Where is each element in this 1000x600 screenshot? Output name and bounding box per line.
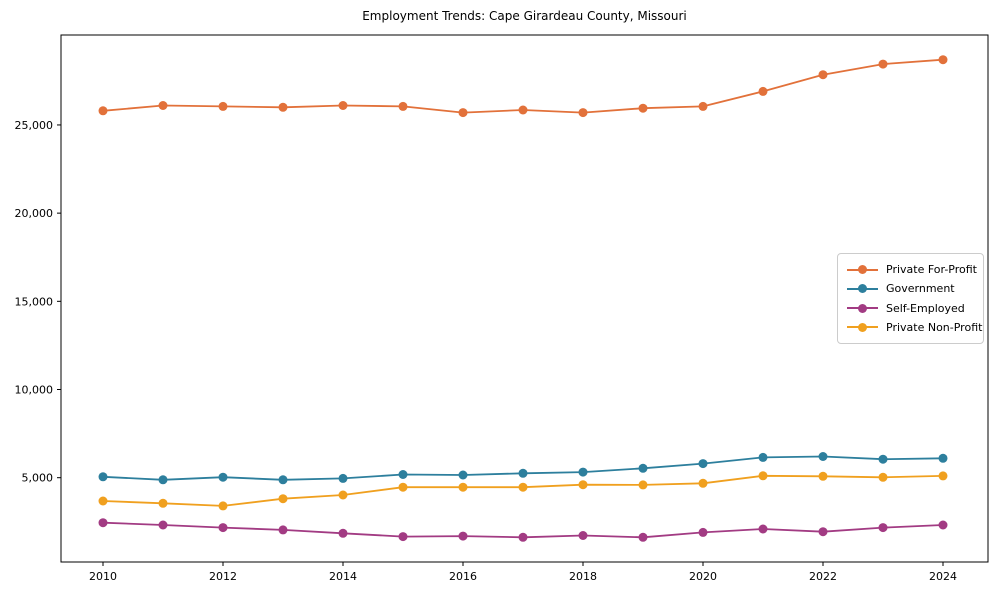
data-point [638,463,648,473]
data-point [458,108,468,118]
legend-item: Government [847,279,975,298]
data-point [278,494,288,504]
data-point [278,525,288,535]
data-point [938,471,948,481]
data-point [758,524,768,534]
data-point [698,459,708,469]
data-point [398,101,408,111]
x-tick-label: 2024 [929,570,957,583]
data-point [758,86,768,96]
x-tick-label: 2018 [569,570,597,583]
data-point [878,472,888,482]
data-point [338,101,348,110]
legend-line-marker-icon [847,283,878,294]
data-point [578,467,588,477]
data-point [98,496,108,506]
legend-label: Self-Employed [886,301,965,315]
data-point [878,59,888,69]
data-point [698,101,708,111]
data-point [158,520,168,530]
data-point [818,70,828,80]
data-point [578,108,588,118]
legend-line-marker-icon [847,264,878,275]
data-point [878,523,888,533]
data-point [158,498,168,508]
data-point [218,501,228,511]
data-point [578,531,588,540]
chart-legend: Private For-Profit Government Self-Employe… [837,253,984,344]
data-point [398,470,408,479]
data-point [638,103,648,113]
y-tick-label: 10,000 [15,384,54,397]
data-point [98,472,108,482]
data-point [518,482,528,492]
data-point [818,452,828,461]
data-point [938,520,948,530]
data-point [698,527,708,537]
legend-label: Private For-Profit [886,263,977,277]
data-point [458,531,468,541]
x-tick-label: 2012 [209,570,237,583]
plot-frame [60,34,989,563]
data-point [158,101,168,110]
data-point [98,518,108,528]
data-point [338,473,348,483]
data-point [458,470,468,480]
y-tick-label: 15,000 [15,295,54,308]
legend-item: Private For-Profit [847,260,977,279]
x-tick-label: 2022 [809,570,837,583]
data-point [938,55,948,65]
data-point [398,532,408,542]
data-point [98,106,108,116]
data-point [878,454,888,464]
data-point [758,452,768,462]
data-point [158,475,168,485]
legend-line-marker-icon [847,303,878,314]
data-point [398,482,408,492]
y-tick-label: 20,000 [15,207,54,220]
data-point [278,475,288,485]
data-point [818,471,828,481]
data-point [218,472,228,482]
data-point [518,468,528,478]
data-point [218,523,228,533]
data-point [758,471,768,481]
legend-item: Self-Employed [847,299,975,318]
data-point [338,528,348,538]
data-point [698,478,708,488]
legend-item: Private Non-Profit [847,318,982,337]
data-point [218,101,228,111]
data-point [458,482,468,492]
data-point [638,532,648,542]
x-tick-label: 2010 [89,570,117,583]
data-point [338,490,348,500]
legend-label: Private Non-Profit [886,320,983,334]
series-line-private-for-profit [102,58,944,114]
x-tick-label: 2014 [329,570,357,583]
y-tick-label: 25,000 [15,119,54,132]
data-point [278,102,288,112]
data-point [518,532,528,542]
legend-line-marker-icon [847,322,878,333]
x-tick-label: 2020 [689,570,717,583]
data-point [818,527,828,537]
data-point [638,480,648,490]
x-tick-label: 2016 [449,570,477,583]
y-tick-label: 5,000 [22,472,54,485]
legend-label: Government [886,282,955,296]
data-point [938,453,948,463]
data-point [578,480,588,490]
chart-title: Employment Trends: Cape Girardeau County… [362,9,687,23]
data-point [518,105,528,115]
